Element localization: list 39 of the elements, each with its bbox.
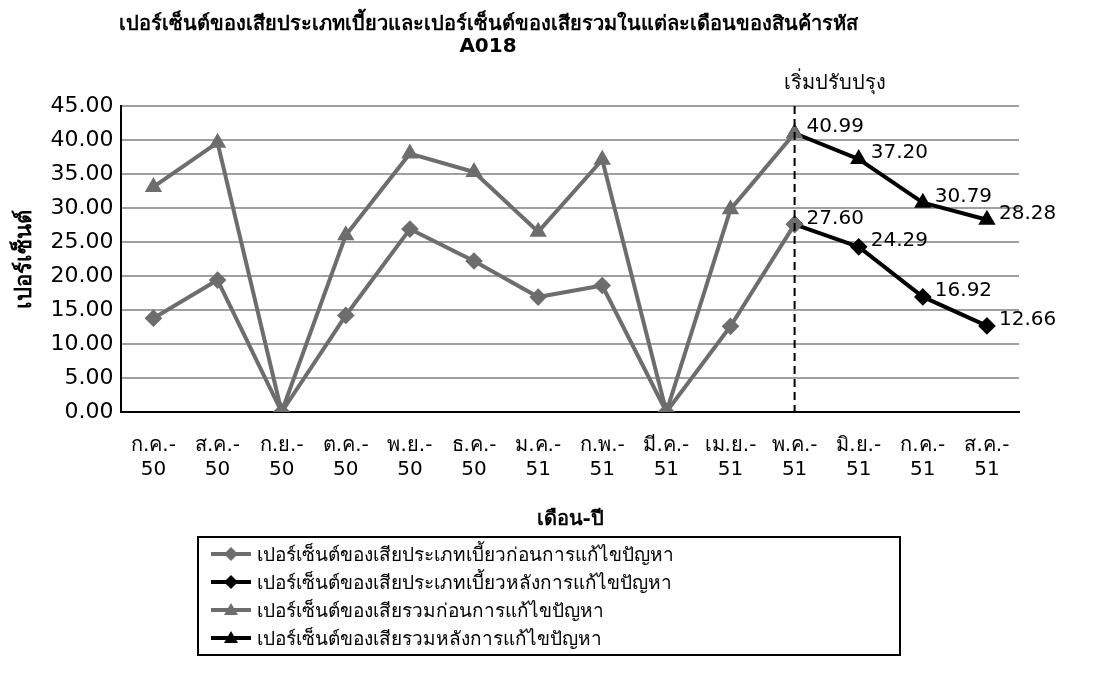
y-axis-title: เปอร์เซ็นต์: [8, 209, 36, 309]
y-tick-label: 0.00: [64, 397, 114, 423]
x-axis-title: เดือน-ปี: [536, 506, 604, 531]
data-label: 28.28: [998, 199, 1057, 224]
y-tick-label: 10.00: [50, 329, 114, 355]
y-tick-label: 40.00: [50, 125, 114, 151]
x-tick-label: พ.ย.-50: [387, 432, 433, 481]
y-tick-label: 35.00: [50, 159, 114, 185]
x-tick-label: ส.ค.-51: [964, 432, 1010, 481]
y-tick-label: 45.00: [50, 91, 114, 117]
y-tick-label: 25.00: [50, 227, 114, 253]
x-tick-label: ก.ย.-50: [259, 432, 304, 481]
data-label: 37.20: [870, 139, 928, 164]
y-tick-label: 20.00: [50, 261, 114, 287]
x-tick-label: พ.ค.-51: [771, 432, 818, 481]
x-tick-label: ก.ค.-51: [900, 432, 946, 481]
data-label: 27.60: [806, 204, 864, 229]
y-tick-label: 15.00: [50, 295, 114, 321]
x-tick-label: ก.พ.-51: [579, 432, 625, 481]
data-label: 30.79: [934, 182, 993, 207]
data-label: 12.66: [998, 306, 1057, 331]
x-tick-label: ม.ค.-51: [515, 432, 562, 481]
legend-label: เปอร์เซ็นต์ของเสียรวมหลังการแก้ไขปัญหา: [256, 626, 602, 651]
y-tick-label: 5.00: [64, 363, 114, 389]
x-tick-label: ธ.ค.-50: [451, 432, 497, 481]
x-tick-label: มี.ค.-51: [643, 432, 690, 481]
x-tick-label: เม.ย.-51: [704, 432, 757, 481]
ref-line-label: เริ่มปรับปรุง: [783, 68, 886, 96]
legend-label: เปอร์เซ็นต์ของเสียประเภทเบี้ยวก่อนการแก้ไขปัญหา: [256, 540, 674, 567]
x-tick-label: มิ.ย.-51: [836, 432, 882, 481]
data-label: 24.29: [870, 227, 928, 252]
x-tick-label: ก.ค.-50: [130, 432, 176, 481]
legend-label: เปอร์เซ็นต์ของเสียรวมก่อนการแก้ไขปัญหา: [256, 598, 604, 623]
x-tick-label: ต.ค.-50: [322, 432, 369, 481]
data-label: 16.92: [934, 277, 993, 302]
legend-label: เปอร์เซ็นต์ของเสียประเภทเบี้ยวหลังการแก้ไขปัญหา: [256, 568, 672, 595]
y-tick-label: 30.00: [50, 193, 114, 219]
x-tick-label: ส.ค.-50: [195, 432, 241, 481]
data-label: 40.99: [806, 113, 864, 138]
